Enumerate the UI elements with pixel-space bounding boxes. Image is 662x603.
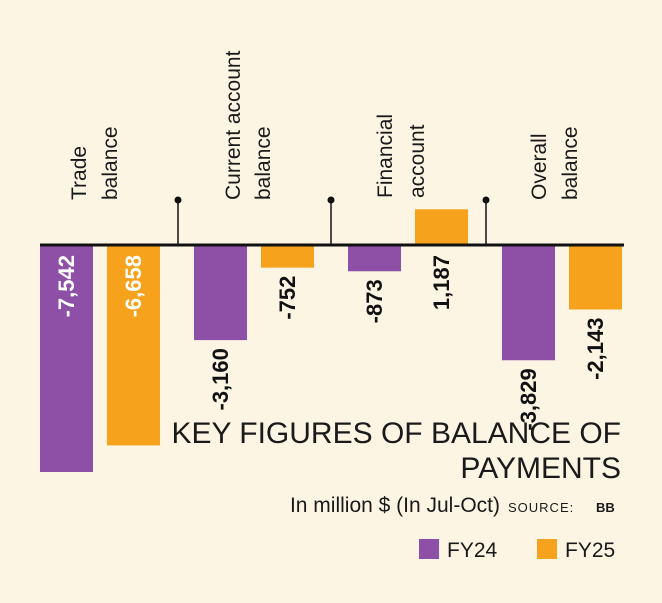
legend-swatch-fy25	[537, 539, 557, 559]
bar-fy25-4	[569, 245, 622, 310]
category-label-3-line1: Financial	[374, 114, 397, 198]
group-separator-dot-1	[174, 196, 182, 204]
chart-title-line1: KEY FIGURES OF BALANCE OF	[171, 417, 621, 450]
bar-fy25-3	[415, 209, 468, 245]
bar-fy25-2	[261, 245, 314, 268]
source-label: SOURCE:	[508, 500, 574, 515]
value-label-fy24-2: -3,160	[208, 348, 233, 410]
group-separator-dot-2	[327, 196, 335, 204]
legend-swatch-fy24	[419, 539, 439, 559]
category-label-1-line2: balance	[99, 126, 122, 200]
bar-fy24-3	[348, 245, 401, 272]
legend-label-fy24: FY24	[447, 539, 498, 562]
category-label-2-line1: Current account	[222, 50, 245, 200]
value-label-fy25-4: -2,143	[583, 318, 608, 380]
bar-fy25-1	[107, 245, 160, 446]
chart-subtitle: In million $ (In Jul-Oct)	[290, 494, 500, 517]
value-label-fy25-2: -752	[275, 276, 300, 320]
category-label-2-line2: balance	[252, 126, 275, 200]
value-label-fy25-3: 1,187	[429, 255, 454, 310]
group-separator-dot-3	[482, 196, 490, 204]
category-label-4-line2: balance	[559, 126, 582, 200]
category-label-3-line2: account	[406, 124, 429, 198]
value-label-fy24-4: -3,829	[516, 368, 541, 430]
bar-fy24-2	[194, 245, 247, 341]
source-value: BB	[596, 500, 615, 515]
value-label-fy25-1: -6,658	[121, 255, 146, 317]
legend-label-fy25: FY25	[565, 539, 615, 562]
bar-fy24-1	[40, 245, 93, 472]
category-label-1-line1: Trade	[68, 146, 91, 200]
chart-title-line2: PAYMENTS	[460, 452, 621, 485]
category-label-4-line1: Overall	[528, 133, 551, 200]
bar-fy24-4	[502, 245, 555, 361]
value-label-fy24-1: -7,542	[54, 255, 79, 317]
value-label-fy24-3: -873	[362, 279, 387, 323]
